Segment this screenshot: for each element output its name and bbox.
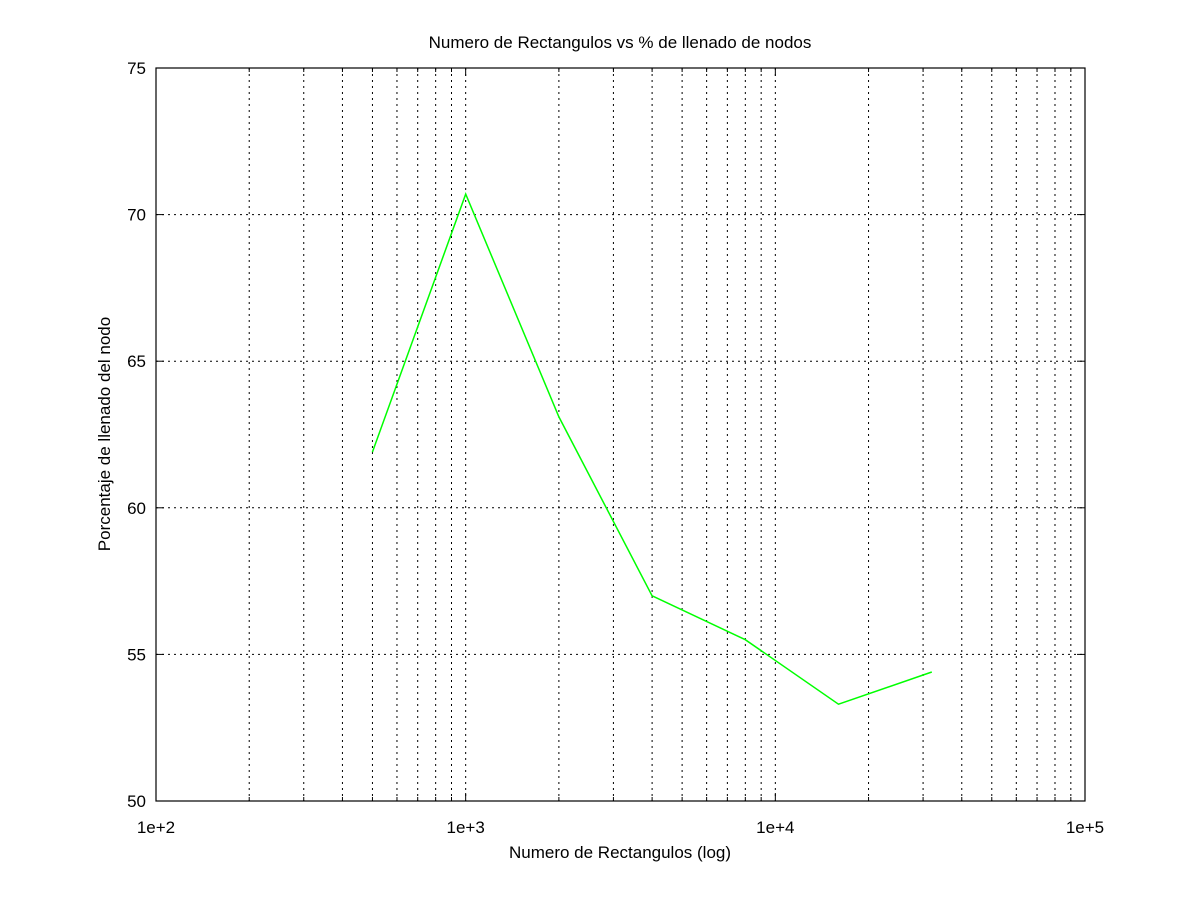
grid: [156, 68, 1085, 801]
y-tick-label: 50: [127, 792, 146, 811]
y-axis-label: Porcentaje de llenado del nodo: [95, 317, 114, 551]
series-line: [371, 192, 933, 706]
y-tick-label: 65: [127, 352, 146, 371]
x-tick-label: 1e+4: [756, 818, 794, 837]
x-tick-label: 1e+3: [447, 818, 485, 837]
y-tick-label: 75: [127, 59, 146, 78]
x-tick-label: 1e+5: [1066, 818, 1104, 837]
y-tick-label: 55: [127, 645, 146, 664]
plot-frame: [155, 67, 1086, 802]
x-tick-label: 1e+2: [137, 818, 175, 837]
series: [371, 192, 933, 706]
chart-title: Numero de Rectangulos vs % de llenado de…: [429, 33, 812, 52]
y-tick-label: 60: [127, 499, 146, 518]
x-axis-label: Numero de Rectangulos (log): [509, 843, 731, 862]
y-tick-label: 70: [127, 206, 146, 225]
ticks: [156, 67, 1085, 802]
tick-labels: 1e+2 1e+3 1e+4 1e+5 50 55 60 65 70 75: [127, 59, 1104, 837]
